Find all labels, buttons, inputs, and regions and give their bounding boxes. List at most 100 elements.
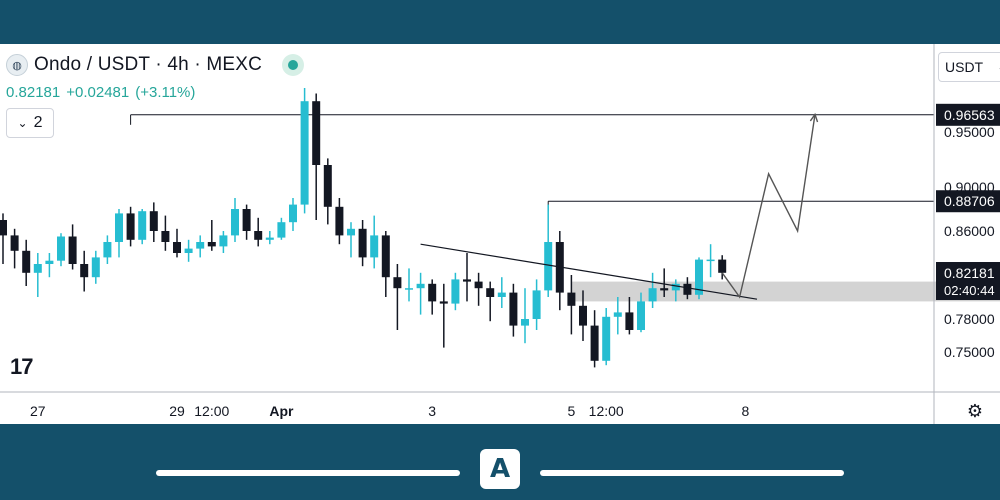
candle-body <box>254 231 263 240</box>
chevron-down-icon: ⌄ <box>997 60 1000 74</box>
legend-change-pct: (+3.11%) <box>135 84 196 101</box>
candle-body <box>312 101 321 165</box>
candle-body <box>358 228 367 258</box>
candle-body <box>602 316 611 361</box>
gear-icon[interactable]: ⚙ <box>966 401 984 421</box>
indicators-toggle-button[interactable]: ⌄ 2 <box>6 108 54 138</box>
price-label-text: 0.96563 <box>944 107 995 123</box>
candle-body <box>0 220 7 236</box>
candle-body <box>393 277 402 289</box>
price-tick-label: 0.86000 <box>944 223 995 239</box>
candle-body <box>126 213 135 240</box>
candle-body <box>567 292 576 306</box>
currency-label: USDT <box>945 59 984 75</box>
price-tick-label: 0.95000 <box>944 124 995 140</box>
candle-body <box>347 228 355 236</box>
chart-panel[interactable]: 0.75000 0.78000 0.86000 0.90000 0.95000 0.965… <box>0 44 1000 424</box>
candle-body <box>265 237 274 240</box>
candle-body <box>323 165 332 207</box>
time-tick-label: 8 <box>742 403 750 419</box>
time-tick-label: 12:00 <box>194 403 229 419</box>
time-tick-label: 5 <box>568 403 576 419</box>
ondo-logo-icon: ◍ <box>6 54 28 76</box>
candle-body <box>289 204 297 223</box>
candle-body <box>532 290 541 319</box>
price-tick-label: 0.78000 <box>944 311 995 327</box>
candle-body <box>648 288 657 302</box>
price-tick-label: 0.75000 <box>944 344 995 360</box>
candle-body <box>474 281 483 289</box>
countdown-label-text: 02:40:44 <box>944 283 995 298</box>
candle-body <box>219 235 228 247</box>
candle-body <box>22 250 31 273</box>
app-logo-icon[interactable]: A <box>480 449 520 489</box>
currency-select[interactable]: USDT ⌄ <box>938 52 1000 82</box>
candle-body <box>695 259 703 295</box>
candle-body <box>149 211 158 231</box>
candle-body <box>579 305 587 326</box>
candle-body <box>10 235 19 251</box>
candle-body <box>381 235 390 278</box>
time-tick-label: 12:00 <box>589 403 624 419</box>
price-label-box <box>936 190 1000 213</box>
candle-body <box>544 242 553 291</box>
candle-body <box>439 301 448 304</box>
candle-body <box>173 242 181 253</box>
candle-body <box>683 283 692 295</box>
candle-body <box>671 283 680 291</box>
legend-price-line: 0.82181 +0.02481 (+3.11%) <box>6 84 195 101</box>
chevron-down-icon: ⌄ <box>17 116 28 130</box>
candle-body <box>509 292 518 326</box>
time-tick-label: 29 <box>169 403 185 419</box>
candle-body <box>335 206 344 236</box>
candlestick-chart[interactable]: 0.750000.780000.860000.900000.950000.965… <box>0 44 1000 424</box>
legend-change: +0.02481 <box>66 84 130 101</box>
tradingview-logo: 17 <box>10 354 34 379</box>
candle-body <box>242 209 251 231</box>
candle-body <box>115 213 123 242</box>
candle-body <box>196 242 205 249</box>
candle-body <box>103 242 112 258</box>
candle-body <box>486 288 495 297</box>
candle-body <box>68 236 77 264</box>
nav-bar-right <box>540 470 844 476</box>
candle-body <box>91 257 100 278</box>
candle-body <box>57 236 65 261</box>
candle-body <box>625 312 634 330</box>
support-zone <box>571 281 934 302</box>
market-status-icon[interactable] <box>282 54 305 76</box>
candle-body <box>718 259 727 273</box>
candle-body <box>80 264 89 278</box>
candle-body <box>416 283 425 289</box>
bottom-frame: A <box>0 424 1000 500</box>
candle-body <box>370 235 379 258</box>
candle-body <box>184 248 193 253</box>
time-tick-label: Apr <box>269 403 294 419</box>
candle-body <box>637 301 645 330</box>
candle-body <box>521 319 529 326</box>
candle-body <box>613 312 622 317</box>
candle-body <box>231 209 239 236</box>
candle-body <box>45 260 54 264</box>
price-label-box <box>936 103 1000 126</box>
projection-path <box>721 114 816 299</box>
chart-legend: ◍ Ondo / USDT · 4h · MEXC <box>6 54 305 76</box>
candle-body <box>463 279 471 282</box>
legend-title: Ondo / USDT · 4h · MEXC <box>34 54 263 75</box>
price-label-text: 0.82181 <box>944 265 995 281</box>
legend-last-price: 0.82181 <box>6 84 61 101</box>
time-tick-label: 27 <box>30 403 46 419</box>
top-frame <box>0 0 1000 44</box>
candle-body <box>428 283 437 302</box>
candle-body <box>590 325 599 361</box>
candle-body <box>660 288 669 291</box>
candle-body <box>161 231 170 242</box>
price-label-box <box>936 262 1000 301</box>
candle-body <box>207 242 216 247</box>
indicator-count: 2 <box>33 114 43 131</box>
price-label-text: 0.88706 <box>944 193 995 209</box>
candle-body <box>497 292 506 297</box>
candle-body <box>33 264 42 273</box>
descending-trendline <box>420 243 758 300</box>
time-tick-label: 3 <box>428 403 436 419</box>
